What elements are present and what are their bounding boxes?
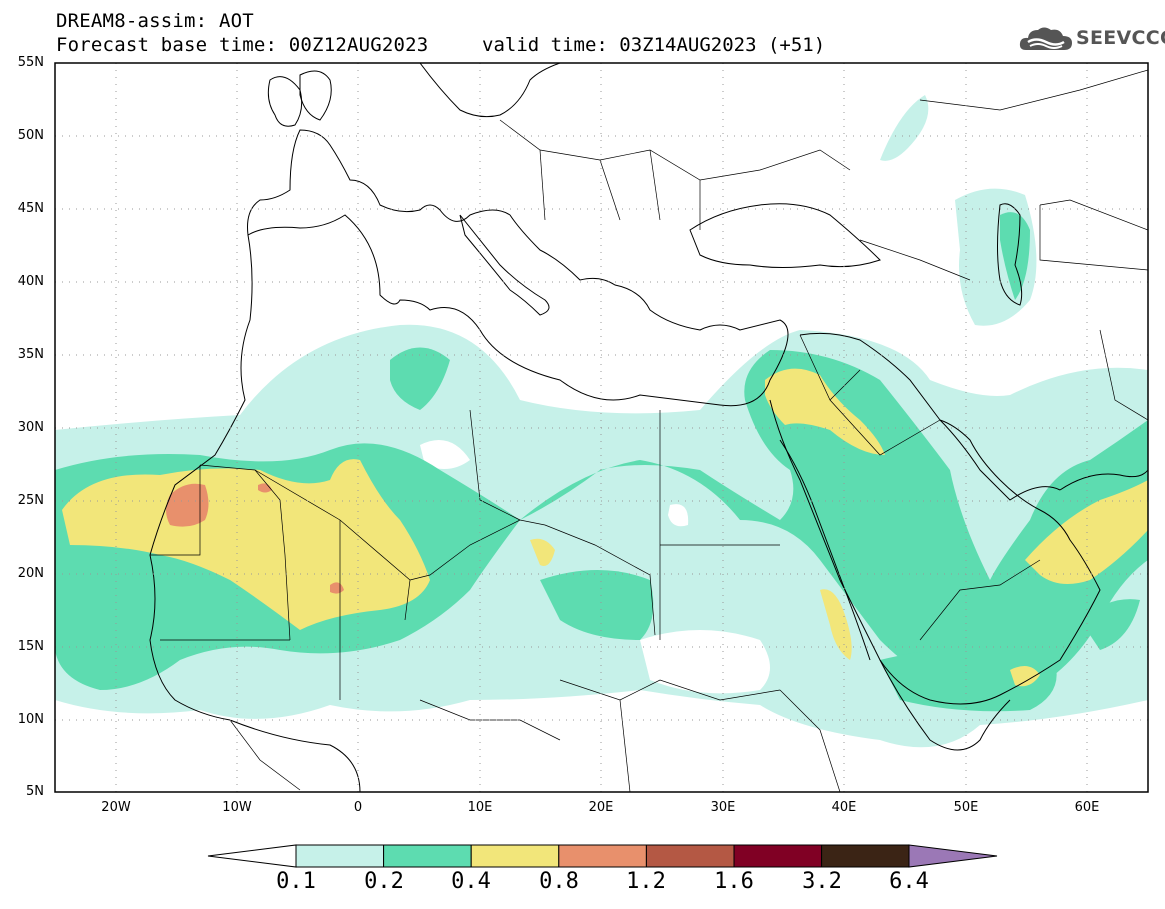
colorbar-label: 0.1 <box>276 869 316 894</box>
x-tick-label: 0 <box>353 800 363 815</box>
y-tick-label: 30N <box>17 420 44 435</box>
x-tick-label: 60E <box>1074 800 1100 815</box>
x-tick-label: 10E <box>467 800 493 815</box>
y-tick-label: 35N <box>17 347 44 362</box>
colorbar-bin-1 <box>295 844 385 868</box>
x-tick-label: 20W <box>101 800 131 815</box>
colorbar-bin-5 <box>645 844 735 868</box>
colorbar <box>207 844 998 868</box>
x-tick-label: 30E <box>710 800 736 815</box>
colorbar-bin-2 <box>383 844 472 868</box>
colorbar-over <box>908 844 998 868</box>
y-tick-label: 10N <box>17 712 44 727</box>
y-tick-label: 20N <box>17 566 44 581</box>
forecast-base-time: Forecast base time: 00Z12AUG2023 <box>56 34 429 56</box>
y-tick-label: 15N <box>17 639 44 654</box>
cloud-icon <box>1019 27 1072 50</box>
y-tick-label: 55N <box>17 55 44 70</box>
colorbar-label: 1.6 <box>714 869 754 894</box>
colorbar-under <box>207 844 297 868</box>
y-tick-label: 40N <box>17 274 44 289</box>
colorbar-label: 6.4 <box>889 869 929 894</box>
colorbar-bin-7 <box>821 844 910 868</box>
x-tick-label: 20E <box>588 800 614 815</box>
y-tick-label: 25N <box>17 493 44 508</box>
x-tick-label: 40E <box>831 800 857 815</box>
aot-contour-0.8 <box>166 483 344 594</box>
seevccc-logo: SEEVCCC <box>1018 24 1165 54</box>
y-tick-label: 5N <box>26 784 44 799</box>
map-frame <box>54 62 1149 793</box>
colorbar-bin-6 <box>733 844 823 868</box>
logo-text: SEEVCCC <box>1076 27 1165 49</box>
y-tick-label: 50N <box>17 128 44 143</box>
gridlines <box>55 63 1148 792</box>
colorbar-label: 0.8 <box>539 869 579 894</box>
coastlines <box>149 63 1148 792</box>
colorbar-label: 3.2 <box>802 869 842 894</box>
colorbar-label: 1.2 <box>626 869 666 894</box>
valid-time: valid time: 03Z14AUG2023 (+51) <box>482 34 826 56</box>
map-title: DREAM8-assim: AOT <box>56 10 254 32</box>
colorbar-bin-3 <box>470 844 560 868</box>
x-tick-label: 50E <box>953 800 979 815</box>
country-borders <box>150 69 1148 792</box>
y-tick-label: 45N <box>17 201 44 216</box>
colorbar-label: 0.2 <box>364 869 404 894</box>
x-tick-label: 10W <box>222 800 252 815</box>
colorbar-bin-4 <box>558 844 647 868</box>
colorbar-label: 0.4 <box>451 869 491 894</box>
